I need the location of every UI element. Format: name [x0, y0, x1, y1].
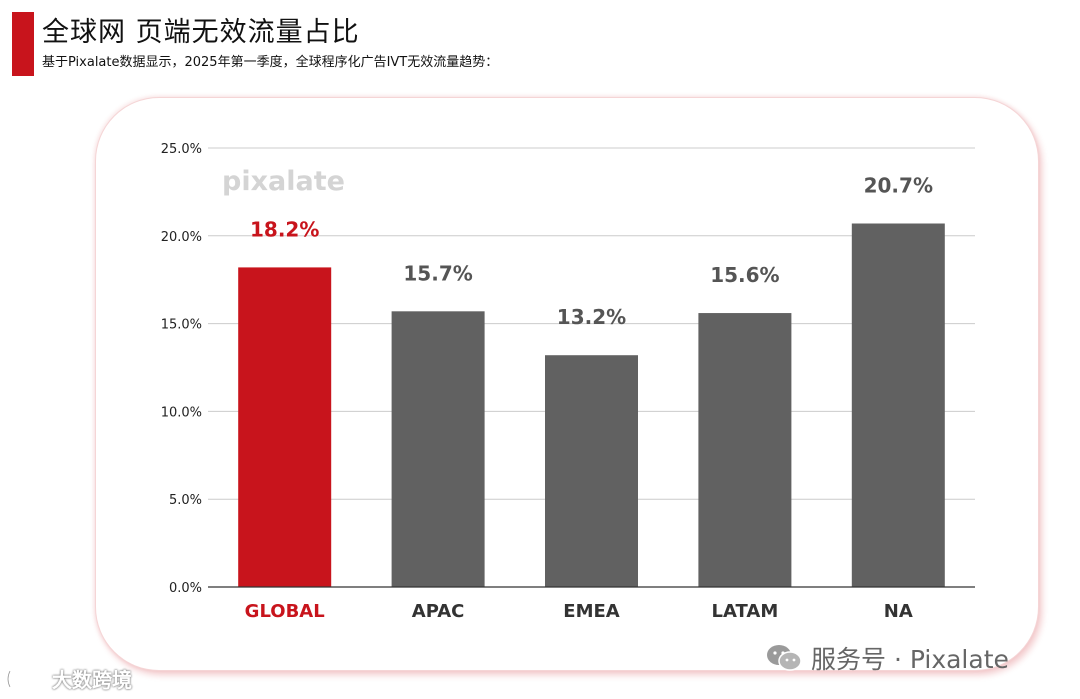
category-label-apac: APAC	[412, 601, 465, 622]
value-label-apac: 15.7%	[403, 261, 472, 285]
value-labels: 18.2% 15.7% 13.2% 15.6% 20.7%	[250, 174, 933, 330]
bar-na	[851, 223, 945, 587]
y-tick-label: 20.0%	[161, 230, 202, 245]
value-label-na: 20.7%	[864, 174, 933, 198]
page-title: 全球网 页端无效流量占比	[42, 17, 360, 48]
source-logo-icon	[6, 669, 41, 688]
footer-account: 服务号 · Pixalate	[765, 640, 1009, 676]
footer-label: 服务号 · Pixalate	[811, 645, 1009, 674]
wechat-icon	[765, 643, 803, 673]
bar-latam	[698, 313, 792, 587]
bar-apac	[391, 311, 485, 587]
category-label-latam: LATAM	[712, 601, 779, 622]
y-tick-label: 10.0%	[161, 405, 202, 420]
y-tick-label: 5.0%	[169, 493, 202, 508]
pixalate-watermark: pixalate	[222, 166, 345, 197]
source-logo: 大数跨境	[4, 664, 132, 693]
y-tick-label: 15.0%	[161, 318, 202, 333]
category-labels: GLOBAL APAC EMEA LATAM NA	[245, 601, 913, 622]
value-label-latam: 15.6%	[710, 263, 779, 287]
y-tick-label: 0.0%	[169, 581, 202, 596]
y-tick-label: 25.0%	[161, 142, 202, 157]
y-axis-ticks: 0.0% 5.0% 10.0% 15.0% 20.0% 25.0%	[161, 142, 202, 596]
category-label-na: NA	[884, 601, 913, 622]
category-label-global: GLOBAL	[245, 601, 325, 622]
category-label-emea: EMEA	[563, 601, 620, 622]
bar-emea	[545, 355, 638, 587]
bar-global	[238, 267, 332, 587]
page-subtitle: 基于Pixalate数据显示，2025年第一季度，全球程序化广告IVT无效流量趋…	[42, 55, 499, 70]
value-label-emea: 13.2%	[557, 305, 626, 329]
bars	[238, 223, 945, 587]
source-logo-label: 大数跨境	[52, 668, 132, 692]
title-accent-bar	[12, 12, 34, 76]
value-label-global: 18.2%	[250, 217, 319, 241]
